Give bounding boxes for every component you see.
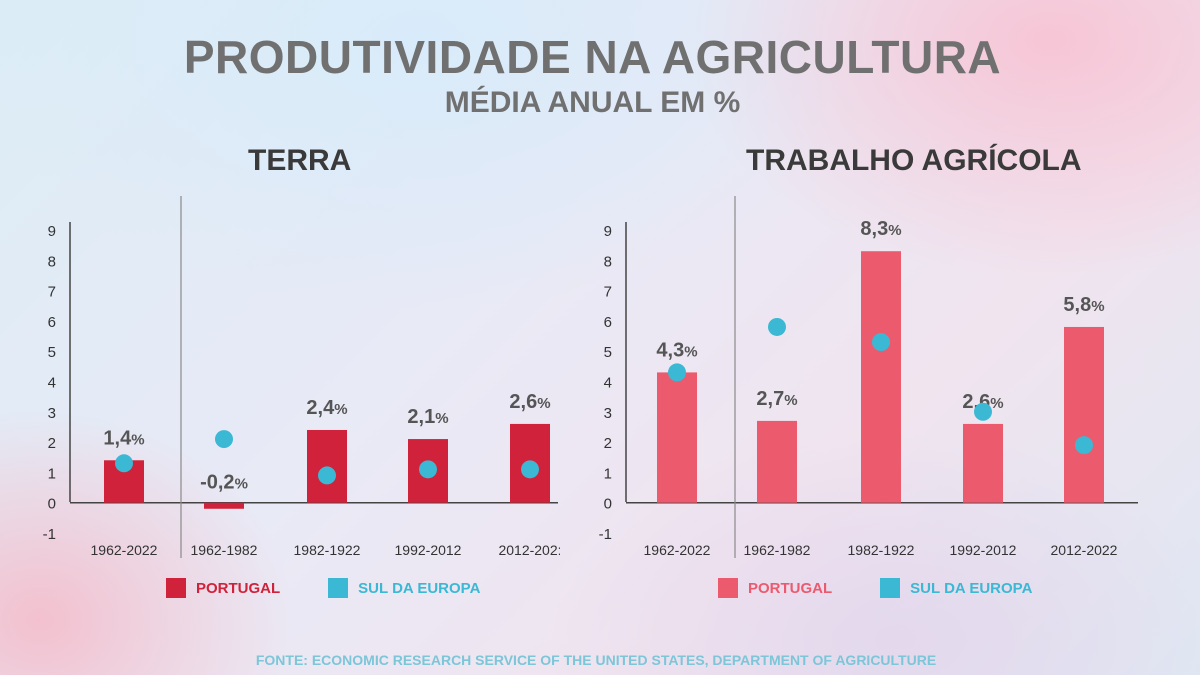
dot-sul-da-europa [974, 402, 992, 421]
y-tick-label: 7 [604, 284, 612, 301]
dot-sul-da-europa [419, 460, 437, 479]
y-tick-label: 0 [48, 496, 56, 513]
y-tick-label: 5 [604, 344, 612, 361]
y-tick-label: 6 [48, 314, 56, 331]
y-tick-label: 3 [48, 405, 56, 422]
dot-sul-da-europa [521, 460, 539, 479]
bar-value-label: 5,8% [1063, 294, 1104, 316]
dot-sul-da-europa [668, 363, 686, 382]
x-category-label: 1982-1922 [848, 542, 915, 558]
x-category-label: 1992-2012 [950, 542, 1017, 558]
x-category-label: 1962-1982 [744, 542, 811, 558]
bar-value-label: -0,2% [200, 472, 248, 494]
bar-value-label: 2,1% [407, 406, 448, 428]
bar-value-label: 2,4% [306, 397, 347, 419]
x-category-label: 1982-1922 [294, 542, 361, 558]
chart-subtitle: MÉDIA ANUAL EM % [444, 86, 741, 119]
x-category-label: 1962-2022 [91, 542, 158, 558]
dot-sul-da-europa [768, 317, 786, 336]
bar-value-label: 4,3% [656, 339, 697, 361]
y-tick-label: -1 [43, 526, 56, 543]
y-tick-label: 6 [604, 314, 612, 331]
chart-title: PRODUTIVIDADE NA AGRICULTURA [183, 31, 1002, 83]
dot-sul-da-europa [1075, 436, 1093, 455]
y-tick-label: 7 [48, 284, 56, 301]
y-tick-label: 8 [48, 253, 56, 270]
y-tick-label: 9 [48, 223, 56, 240]
bar-portugal [657, 372, 697, 503]
legend-terra: PORTUGAL SUL DA EUROPA [166, 578, 528, 598]
y-tick-label: 9 [604, 223, 612, 240]
bar-value-label: 2,6% [509, 391, 550, 413]
legend-item-sul-da-europa: SUL DA EUROPA [328, 578, 480, 598]
y-tick-label: 0 [604, 496, 612, 513]
y-tick-label: 8 [604, 253, 612, 270]
y-tick-label: 2 [48, 435, 56, 452]
bar-portugal [963, 423, 1003, 503]
chart-trabalho-agricola: 9 8 7 6 5 4 3 2 1 0 -1 4,3% 1962-2022 2,7% 1962-1982 8,… [599, 196, 1138, 558]
legend-trabalho: PORTUGAL SUL DA EUROPA [718, 578, 1080, 598]
legend-swatch-sul-da-europa [328, 578, 349, 598]
bar-value-label: 1,4% [103, 427, 144, 449]
y-tick-label: 2 [604, 435, 612, 452]
legend-swatch-sul-da-europa [880, 578, 901, 598]
bar-portugal [1064, 326, 1104, 503]
legend-item-sul-da-europa: SUL DA EUROPA [880, 578, 1032, 598]
chart-terra: 9 8 7 6 5 4 3 2 1 0 -1 1,4% 1962-2022 -0,2% 1962-1982 2… [43, 196, 561, 558]
x-category-label: 2012-2022 [1051, 542, 1118, 558]
bar-portugal [861, 251, 901, 503]
bar-portugal [307, 429, 347, 503]
x-category-label: 1962-2022 [644, 542, 711, 558]
legend-item-portugal: PORTUGAL [166, 578, 280, 598]
legend-swatch-portugal [166, 578, 186, 598]
legend-label-sul-da-europa: SUL DA EUROPA [358, 579, 481, 597]
dot-sul-da-europa [215, 430, 233, 449]
y-tick-label: 1 [604, 465, 612, 482]
bar-value-label: 2,7% [756, 388, 797, 410]
bar-portugal [757, 420, 797, 503]
y-tick-label: 1 [48, 465, 56, 482]
y-tick-label: -1 [599, 526, 612, 543]
panel-title-trabalho: TRABALHO AGRÍCOLA [746, 144, 1082, 177]
legend-label-portugal: PORTUGAL [196, 579, 281, 597]
y-tick-label: 3 [604, 405, 612, 422]
y-tick-label: 4 [604, 375, 612, 392]
bar-portugal [204, 502, 244, 509]
legend-swatch-portugal [718, 578, 738, 598]
dot-sul-da-europa [115, 454, 133, 473]
x-category-label: 2012-202: [498, 542, 561, 558]
legend-label-sul-da-europa: SUL DA EUROPA [910, 579, 1033, 597]
dot-sul-da-europa [318, 466, 336, 485]
y-tick-label: 4 [48, 375, 56, 392]
x-category-label: 1992-2012 [395, 542, 462, 558]
legend-item-portugal: PORTUGAL [718, 578, 832, 598]
legend-label-portugal: PORTUGAL [748, 579, 833, 597]
y-tick-label: 5 [48, 344, 56, 361]
source-note: FONTE: ECONOMIC RESEARCH SERVICE OF THE … [255, 652, 937, 668]
panel-title-terra: TERRA [248, 144, 352, 177]
x-category-label: 1962-1982 [191, 542, 258, 558]
bar-value-label: 8,3% [860, 218, 901, 240]
dot-sul-da-europa [872, 333, 890, 352]
